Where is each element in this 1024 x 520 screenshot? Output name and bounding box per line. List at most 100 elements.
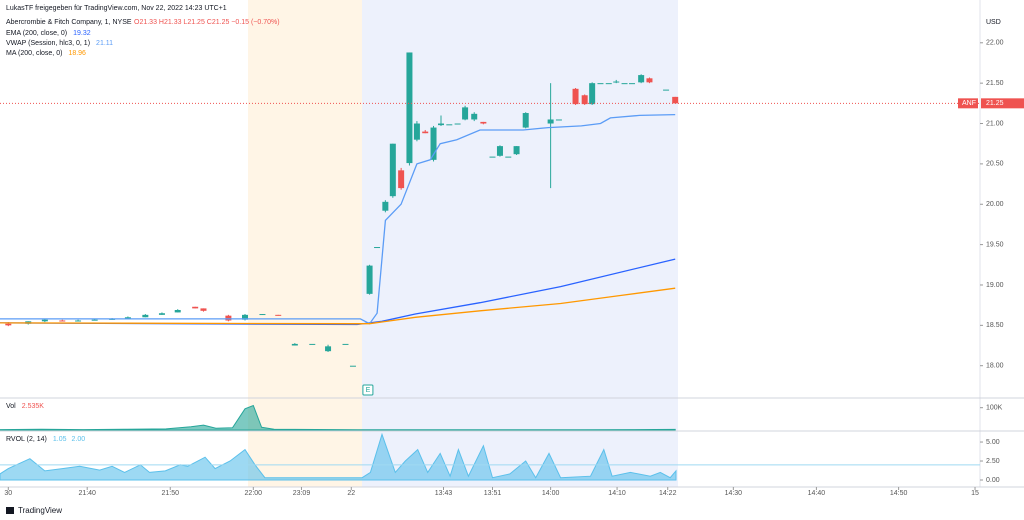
candle-body (374, 247, 381, 249)
price-tag-label: 21.25 (986, 100, 1004, 107)
x-tick-label: 14:10 (608, 490, 626, 497)
candle-body (59, 320, 66, 322)
candle-body (489, 156, 496, 158)
candle-body (75, 320, 82, 322)
x-tick-label: 14:50 (890, 490, 908, 497)
y-tick-label: 18.50 (986, 322, 1004, 329)
candle-body (382, 201, 389, 211)
legend-value: 19.32 (73, 30, 91, 37)
candle-body (389, 143, 396, 197)
header: LukasTF freigegeben für TradingView.com,… (6, 5, 227, 12)
candle-body (672, 96, 679, 104)
candle-body (174, 310, 181, 313)
y-tick-label: 22.00 (986, 40, 1004, 47)
candle-body (259, 314, 266, 316)
candle-body (629, 83, 636, 85)
candle-body (513, 146, 520, 155)
y-tick-label: 5.00 (986, 439, 1000, 446)
x-tick-label: 22 (347, 490, 355, 497)
indicator-line (0, 113, 676, 325)
symbol-tag (958, 98, 978, 109)
event-marker (362, 384, 374, 396)
candle-body (413, 123, 420, 140)
candle-body (605, 83, 612, 85)
candle-body (496, 146, 503, 156)
candle-body (522, 113, 529, 128)
legend-value: 21.11 (96, 40, 113, 47)
candle-body (430, 127, 437, 160)
x-tick-label: 14:22 (659, 490, 677, 497)
currency: USD (986, 19, 1001, 26)
indicator-line (0, 258, 676, 326)
candle-body (158, 313, 165, 315)
y-tick-label: 2.50 (986, 458, 1000, 465)
candle-body (275, 314, 282, 316)
indicator-line (0, 287, 676, 325)
candle-body (646, 78, 653, 83)
candle-body (613, 81, 620, 83)
x-tick-label: 14:30 (725, 490, 743, 497)
x-tick-label: 22:00 (245, 490, 263, 497)
y-tick-label: 0.00 (986, 477, 1000, 484)
candle-body (597, 83, 604, 85)
candle-body (41, 319, 48, 322)
candle-body (663, 89, 670, 91)
symbol-tag-label: ANF (962, 100, 976, 107)
area (0, 404, 676, 431)
y-tick-label: 20.50 (986, 161, 1004, 168)
x-tick-label: 21:50 (161, 490, 179, 497)
y-tick-label: 20.00 (986, 201, 1004, 208)
legend-value: 2.535K (22, 403, 45, 410)
session-shade (362, 0, 678, 487)
area (0, 432, 677, 481)
x-tick-label: 30 (4, 490, 12, 497)
y-tick-label: 19.00 (986, 282, 1004, 289)
candle-body (242, 314, 248, 320)
candle-body (505, 156, 512, 158)
x-tick-label: 15 (971, 490, 979, 497)
y-tick-label: 19.50 (986, 241, 1004, 248)
candle-body (471, 113, 478, 120)
candle-body (406, 52, 413, 164)
candle-body (291, 343, 298, 346)
candle-body (225, 315, 232, 321)
candle-body (5, 323, 12, 326)
candle-body (200, 308, 207, 311)
x-tick-label: 13:43 (435, 490, 453, 497)
legend-name: MA (200, close, 0) (6, 50, 62, 57)
legend-threshold: 2.00 (71, 436, 85, 443)
legend-name: EMA (200, close, 0) (6, 30, 67, 37)
candle-body (638, 75, 645, 83)
candle-body (454, 123, 461, 125)
candle-body (124, 317, 131, 319)
candle-body (572, 88, 579, 105)
candle-body (309, 343, 316, 345)
legend-value: 18.96 (68, 50, 86, 57)
y-tick-label: 100K (986, 405, 1003, 412)
candle-body (621, 83, 628, 85)
chart-title: Abercrombie & Fitch Company, 1, NYSE (6, 19, 132, 26)
candle-body (366, 265, 373, 294)
y-tick-label: 21.00 (986, 120, 1004, 127)
candle-body (438, 123, 444, 126)
y-tick-label: 18.00 (986, 363, 1004, 370)
price-tag (981, 98, 1024, 109)
candle-body (192, 306, 199, 309)
candle-body (91, 319, 98, 321)
candle-body (342, 343, 349, 345)
ohlc-legend: O21.33 H21.33 L21.25 C21.25 −0.15 (−0.70… (134, 19, 280, 26)
candle-body (349, 365, 356, 367)
footer-logo (6, 507, 14, 514)
y-tick-label: 21.50 (986, 80, 1004, 87)
legend-value: 1.05 (53, 436, 67, 443)
x-tick-label: 13:51 (484, 490, 502, 497)
premarket-shade (248, 0, 362, 487)
candle-body (555, 119, 562, 121)
candle-body (581, 95, 588, 105)
candle-body (398, 170, 405, 189)
legend-name: RVOL (2, 14) (6, 436, 47, 443)
candle-body (589, 83, 596, 105)
event-marker-label: E (366, 387, 371, 394)
candle-body (422, 131, 429, 134)
